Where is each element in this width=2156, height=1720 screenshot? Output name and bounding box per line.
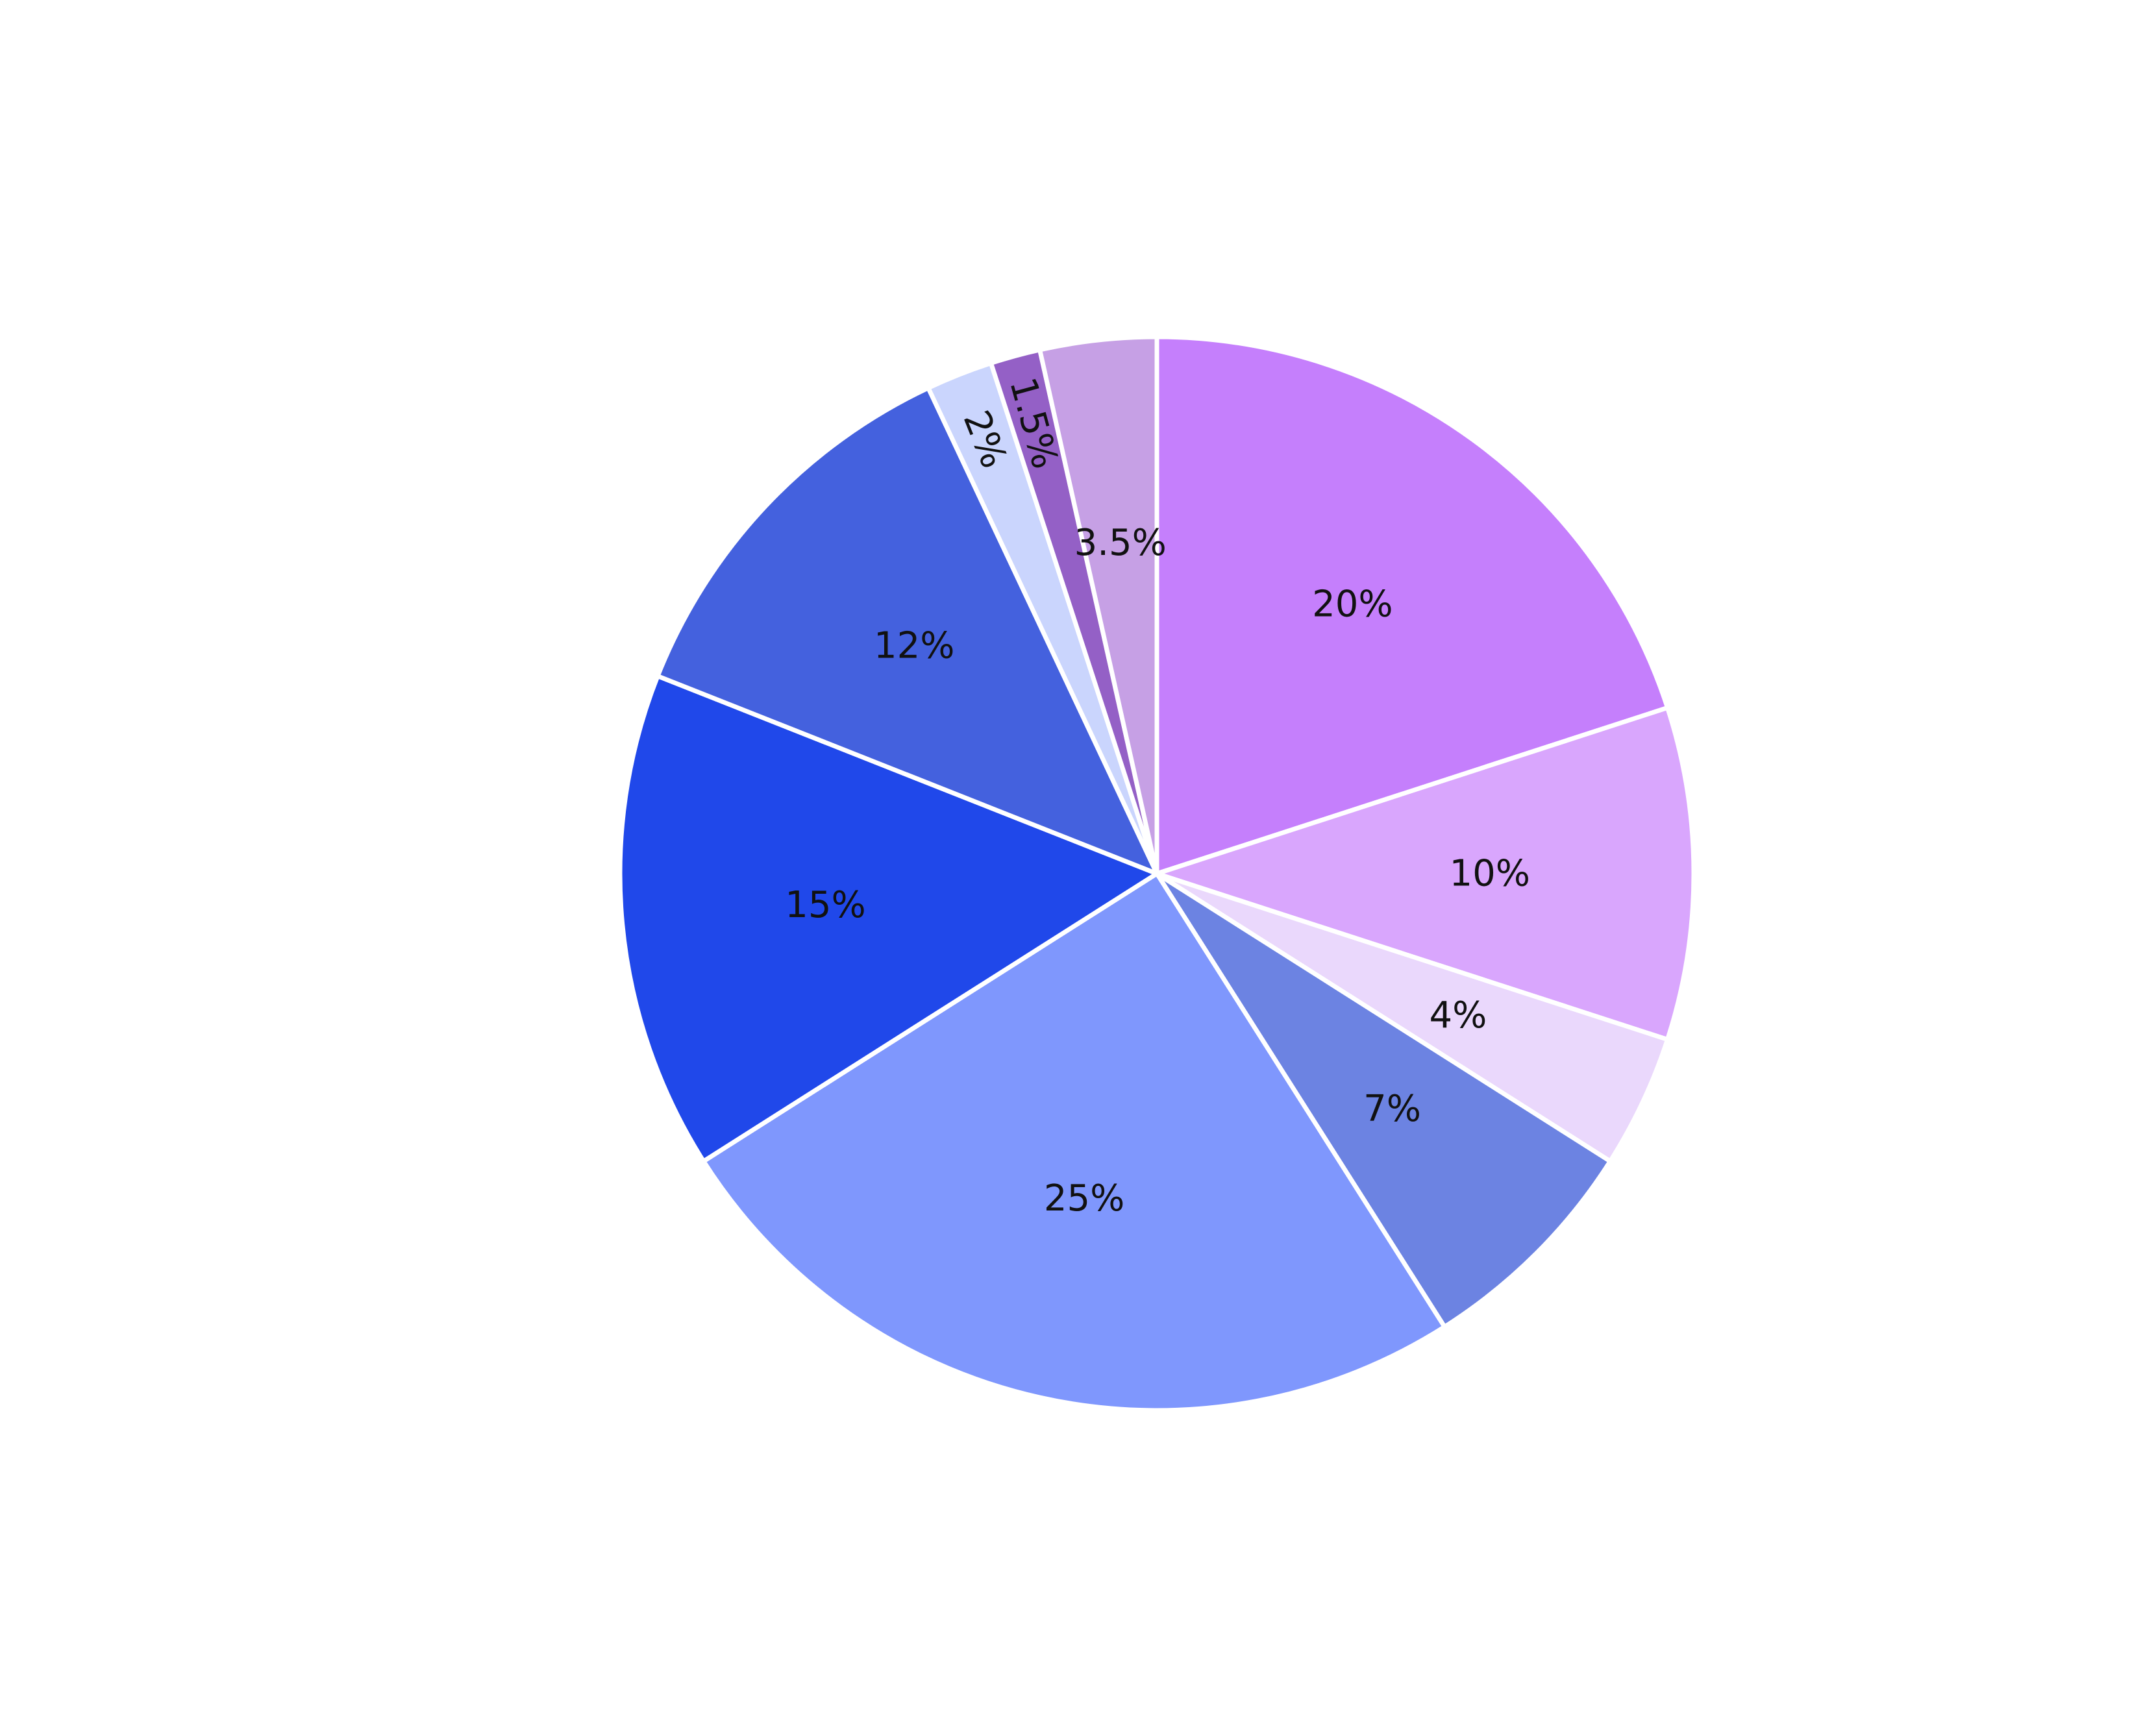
pie-slice-label-6: 15%: [785, 884, 865, 926]
pie-slice-label-10: 3.5%: [1074, 522, 1167, 564]
pie-slice-label-2: 10%: [1450, 853, 1530, 895]
pie-slice-label-3: 4%: [1430, 994, 1487, 1037]
pie-slice-label-4: 7%: [1363, 1088, 1421, 1130]
pie-slice-1: [1154, 334, 1670, 876]
pie-slices: [617, 334, 1696, 1413]
pie-slice-6: [617, 674, 1159, 1164]
pie-slice-5: [701, 871, 1447, 1413]
pie-slice-label-1: 20%: [1312, 584, 1393, 626]
pie-slice-2: [1154, 705, 1696, 1042]
pie-slice-7: [655, 386, 1159, 876]
pie-slice-3: [1154, 871, 1670, 1164]
pie-slice-10: [1037, 334, 1159, 876]
pie-slice-label-5: 25%: [1044, 1177, 1124, 1220]
pie-slice-4: [1154, 871, 1613, 1329]
pie-slice-label-7: 12%: [874, 625, 954, 667]
